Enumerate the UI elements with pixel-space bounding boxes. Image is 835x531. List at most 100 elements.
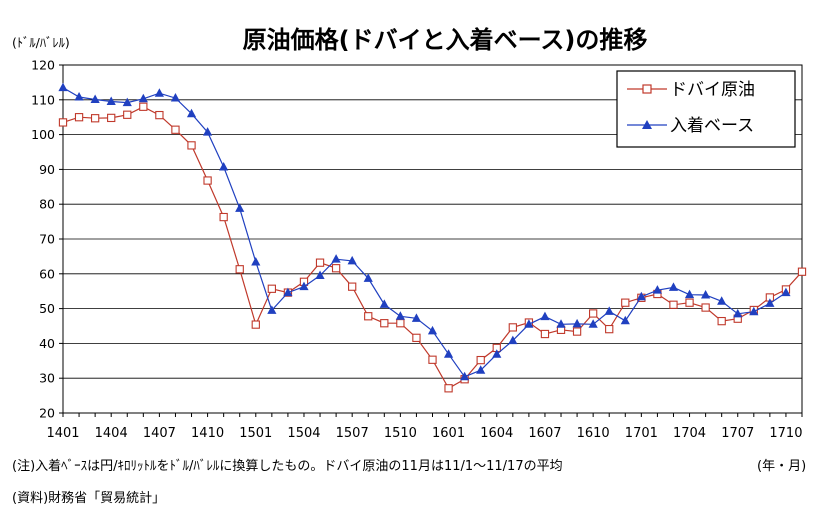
x-tick-label: 1404: [95, 426, 128, 441]
y-tick-label: 70: [39, 232, 55, 247]
data-point-landed: [508, 335, 518, 345]
data-point-dubai: [444, 384, 453, 393]
data-point-dubai: [797, 267, 807, 276]
data-point-landed: [74, 92, 84, 101]
data-point-landed: [138, 93, 148, 103]
data-point-dubai: [187, 141, 196, 150]
data-point-landed: [299, 281, 309, 291]
x-tick-label: 1507: [336, 426, 369, 441]
x-tick-label: 1401: [46, 426, 79, 441]
data-point-dubai: [669, 300, 678, 309]
data-point-landed: [668, 282, 679, 291]
y-tick-label: 80: [39, 197, 55, 212]
data-point-dubai: [219, 212, 228, 222]
data-point-dubai: [90, 114, 100, 123]
data-point-landed: [154, 88, 164, 97]
data-point-dubai: [203, 176, 212, 185]
x-tick-label: 1601: [432, 426, 465, 441]
data-point-landed: [572, 318, 582, 328]
data-point-landed: [395, 311, 405, 320]
x-axis-unit: (年・月): [757, 459, 807, 474]
data-point-landed: [283, 287, 293, 297]
data-point-landed: [363, 273, 373, 282]
data-point-landed: [636, 291, 646, 301]
data-point-landed: [604, 306, 614, 315]
series-group: [58, 82, 807, 393]
data-point-dubai: [235, 265, 244, 274]
data-point-landed: [733, 308, 743, 318]
data-point-dubai: [605, 324, 614, 334]
x-tick-label: 1710: [769, 426, 802, 441]
data-point-landed: [684, 289, 695, 299]
y-tick-label: 40: [39, 336, 55, 351]
x-axis-ticks: 1401 1404 1407 1410 1501 1504 1507 1510 1601 1604…: [46, 413, 803, 441]
data-point-landed: [58, 82, 68, 92]
data-point-landed: [540, 311, 550, 321]
data-point-landed: [267, 305, 277, 314]
x-tick-label: 1510: [384, 426, 417, 441]
data-point-landed: [122, 97, 132, 107]
data-point-landed: [556, 319, 566, 328]
data-point-landed: [476, 365, 486, 374]
series-line-dubai: [62, 106, 803, 390]
data-point-dubai: [155, 110, 164, 120]
data-point-landed: [588, 319, 598, 328]
data-point-dubai: [348, 282, 357, 291]
data-point-landed: [717, 296, 727, 305]
data-point-dubai: [428, 355, 437, 364]
data-point-landed: [186, 108, 197, 118]
data-point-dubai: [621, 298, 630, 307]
x-tick-label: 1701: [625, 426, 658, 441]
data-point-landed: [460, 371, 470, 381]
y-tick-label: 120: [31, 58, 55, 73]
legend-box: [616, 70, 796, 148]
footnote-source: (資料)財務省「貿易統計」: [12, 491, 166, 506]
data-point-dubai: [251, 320, 260, 329]
data-point-dubai: [123, 110, 132, 119]
data-point-landed: [765, 298, 775, 307]
data-point-dubai: [540, 329, 550, 339]
data-point-landed: [219, 161, 229, 171]
y-axis-ticks: 20 30 40 50 60 70 80 90 100 110 120: [31, 58, 63, 421]
legend-marker-dubai: [642, 84, 652, 94]
y-tick-label: 30: [39, 371, 55, 386]
chart-title: 原油価格(ドバイと入着ベース)の推移: [243, 26, 648, 54]
y-tick-label: 100: [31, 127, 55, 142]
x-tick-label: 1504: [287, 426, 320, 441]
data-point-dubai: [412, 333, 421, 342]
y-axis-unit: (ﾄﾞﾙ/ﾊﾞﾚﾙ): [12, 35, 70, 50]
y-tick-label: 110: [31, 92, 55, 107]
x-tick-label: 1604: [480, 426, 513, 441]
legend-label-landed: 入着ベース: [670, 116, 754, 136]
x-tick-label: 1501: [239, 426, 272, 441]
data-point-landed: [106, 96, 116, 106]
data-point-landed: [411, 313, 422, 322]
data-point-dubai: [58, 118, 68, 127]
data-point-dubai: [171, 125, 180, 134]
data-point-dubai: [589, 309, 598, 318]
data-point-landed: [701, 290, 711, 299]
data-point-dubai: [364, 312, 373, 321]
data-point-landed: [620, 315, 630, 325]
data-point-dubai: [396, 319, 405, 328]
legend-label-dubai: ドバイ原油: [670, 80, 755, 100]
x-tick-label: 1610: [577, 426, 610, 441]
x-tick-label: 1704: [673, 426, 706, 441]
footnote-note: (注)入着ﾍﾞｰｽは円/ｷﾛﾘｯﾄﾙをﾄﾞﾙ/ﾊﾞﾚﾙに換算したもの。ドバイ原油…: [12, 459, 563, 474]
x-tick-label: 1407: [143, 426, 176, 441]
data-point-landed: [524, 319, 534, 328]
data-point-landed: [315, 270, 325, 280]
data-point-landed: [170, 93, 181, 102]
data-point-landed: [202, 127, 213, 136]
data-point-dubai: [74, 113, 84, 122]
y-tick-label: 60: [39, 266, 55, 281]
data-point-landed: [492, 349, 502, 358]
data-point-landed: [781, 287, 791, 297]
data-point-landed: [251, 256, 261, 266]
legend: ドバイ原油 入着ベース: [616, 70, 796, 148]
data-point-dubai: [717, 316, 726, 326]
series-line-landed: [62, 87, 787, 378]
gridlines: [63, 99, 802, 379]
x-tick-label: 1707: [721, 426, 754, 441]
